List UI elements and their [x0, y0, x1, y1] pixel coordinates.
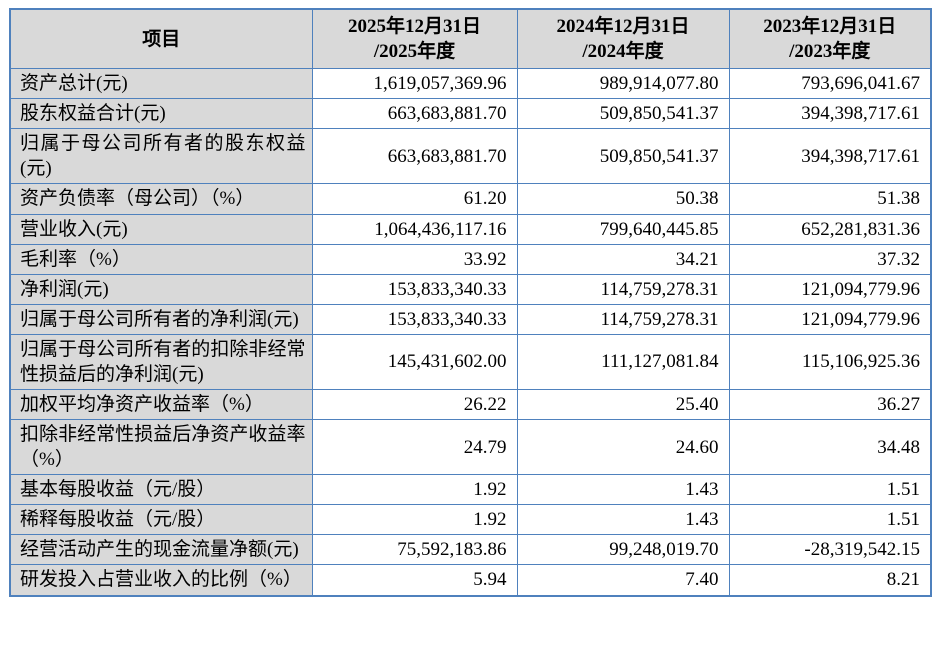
value-cell: 51.38 — [728, 183, 932, 215]
table-row: 股东权益合计(元) 663,683,881.70 509,850,541.37 394… — [9, 98, 932, 130]
value-cell: 114,759,278.31 — [516, 273, 730, 305]
value-cell: 1.92 — [311, 474, 518, 506]
row-label-cell: 稀释每股收益（元/股） — [9, 504, 313, 536]
table-row: 扣除非经常性损益后净资产收益率（%） 24.79 24.60 34.48 — [9, 419, 932, 476]
column-header-2023: 2023年12月31日 /2023年度 — [728, 8, 932, 70]
financial-summary-table: 项目 2025年12月31日 /2025年度 2024年12月31日 /2024… — [9, 8, 932, 597]
row-label-cell: 资产负债率（母公司）（%） — [9, 183, 313, 215]
column-header-2025-line2: /2025年度 — [373, 41, 456, 63]
value-cell: 36.27 — [728, 389, 932, 421]
value-cell: 1,619,057,369.96 — [311, 68, 518, 100]
table-row: 净利润(元) 153,833,340.33 114,759,278.31 121,09… — [9, 273, 932, 305]
value-cell: 509,850,541.37 — [516, 98, 730, 130]
value-cell: 663,683,881.70 — [311, 128, 518, 185]
value-cell: 26.22 — [311, 389, 518, 421]
value-cell: 1.51 — [728, 474, 932, 506]
table-header-row: 项目 2025年12月31日 /2025年度 2024年12月31日 /2024… — [9, 8, 932, 70]
table-body: 资产总计(元) 1,619,057,369.96 989,914,077.80 793… — [9, 68, 932, 597]
value-cell: 50.38 — [516, 183, 730, 215]
table-row: 资产负债率（母公司）（%） 61.20 50.38 51.38 — [9, 183, 932, 215]
value-cell: 5.94 — [311, 564, 518, 597]
value-cell: 394,398,717.61 — [728, 98, 932, 130]
column-header-2025-line1: 2025年12月31日 — [347, 16, 481, 37]
table-row: 加权平均净资产收益率（%） 26.22 25.40 36.27 — [9, 389, 932, 421]
value-cell: 394,398,717.61 — [728, 128, 932, 185]
value-cell: 1.43 — [516, 474, 730, 506]
column-header-2023-line1: 2023年12月31日 — [763, 16, 897, 37]
row-label-cell: 归属于母公司所有者的净利润(元) — [9, 303, 313, 335]
column-header-2024-line2: /2024年度 — [582, 41, 664, 63]
value-cell: 115,106,925.36 — [728, 333, 932, 391]
value-cell: 33.92 — [311, 243, 518, 275]
row-label-cell: 经营活动产生的现金流量净额(元) — [9, 534, 313, 566]
value-cell: 121,094,779.96 — [728, 273, 932, 305]
value-cell: 99,248,019.70 — [516, 534, 730, 566]
table-row: 归属于母公司所有者的扣除非经常性损益后的净利润(元) 145,431,602.00… — [9, 333, 932, 391]
value-cell: 8.21 — [728, 564, 932, 597]
row-label-cell: 研发投入占营业收入的比例（%） — [9, 564, 313, 597]
value-cell: 663,683,881.70 — [311, 98, 518, 130]
value-cell: 24.60 — [516, 419, 730, 476]
table-row: 稀释每股收益（元/股） 1.92 1.43 1.51 — [9, 504, 932, 536]
value-cell: 1.92 — [311, 504, 518, 536]
value-cell: 793,696,041.67 — [728, 68, 932, 100]
column-header-2024: 2024年12月31日 /2024年度 — [516, 8, 730, 70]
value-cell: 114,759,278.31 — [516, 303, 730, 335]
value-cell: 75,592,183.86 — [311, 534, 518, 566]
value-cell: 799,640,445.85 — [516, 213, 730, 245]
value-cell: 153,833,340.33 — [311, 303, 518, 335]
value-cell: 989,914,077.80 — [516, 68, 730, 100]
value-cell: 1.43 — [516, 504, 730, 536]
value-cell: -28,319,542.15 — [728, 534, 932, 566]
value-cell: 34.21 — [516, 243, 730, 275]
row-label-cell: 归属于母公司所有者的股东权益(元) — [9, 128, 313, 185]
value-cell: 24.79 — [311, 419, 518, 476]
row-label-cell: 归属于母公司所有者的扣除非经常性损益后的净利润(元) — [9, 333, 313, 391]
value-cell: 509,850,541.37 — [516, 128, 730, 185]
value-cell: 121,094,779.96 — [728, 303, 932, 335]
value-cell: 7.40 — [516, 564, 730, 597]
value-cell: 145,431,602.00 — [311, 333, 518, 391]
column-header-2025: 2025年12月31日 /2025年度 — [311, 8, 518, 70]
column-header-2023-line2: /2023年度 — [789, 41, 871, 63]
value-cell: 61.20 — [311, 183, 518, 215]
value-cell: 25.40 — [516, 389, 730, 421]
row-label-cell: 营业收入(元) — [9, 213, 313, 245]
table-row: 资产总计(元) 1,619,057,369.96 989,914,077.80 793… — [9, 68, 932, 100]
value-cell: 111,127,081.84 — [516, 333, 730, 391]
row-label-cell: 加权平均净资产收益率（%） — [9, 389, 313, 421]
row-label-cell: 扣除非经常性损益后净资产收益率（%） — [9, 419, 313, 476]
value-cell: 153,833,340.33 — [311, 273, 518, 305]
row-label-cell: 股东权益合计(元) — [9, 98, 313, 130]
table-row: 归属于母公司所有者的股东权益(元) 663,683,881.70 509,850,5… — [9, 128, 932, 185]
value-cell: 1.51 — [728, 504, 932, 536]
column-header-item: 项目 — [9, 8, 313, 70]
table-row: 经营活动产生的现金流量净额(元) 75,592,183.86 99,248,019.… — [9, 534, 932, 566]
column-header-item-label: 项目 — [142, 28, 181, 50]
row-label-cell: 资产总计(元) — [9, 68, 313, 100]
table-row: 营业收入(元) 1,064,436,117.16 799,640,445.85 652… — [9, 213, 932, 245]
row-label-cell: 基本每股收益（元/股） — [9, 474, 313, 506]
table-row: 毛利率（%） 33.92 34.21 37.32 — [9, 243, 932, 275]
row-label-cell: 净利润(元) — [9, 273, 313, 305]
table-row: 研发投入占营业收入的比例（%） 5.94 7.40 8.21 — [9, 564, 932, 597]
row-label-cell: 毛利率（%） — [9, 243, 313, 275]
table-row: 基本每股收益（元/股） 1.92 1.43 1.51 — [9, 474, 932, 506]
value-cell: 34.48 — [728, 419, 932, 476]
table-row: 归属于母公司所有者的净利润(元) 153,833,340.33 114,759,27… — [9, 303, 932, 335]
value-cell: 37.32 — [728, 243, 932, 275]
value-cell: 1,064,436,117.16 — [311, 213, 518, 245]
column-header-2024-line1: 2024年12月31日 — [556, 16, 690, 37]
value-cell: 652,281,831.36 — [728, 213, 932, 245]
